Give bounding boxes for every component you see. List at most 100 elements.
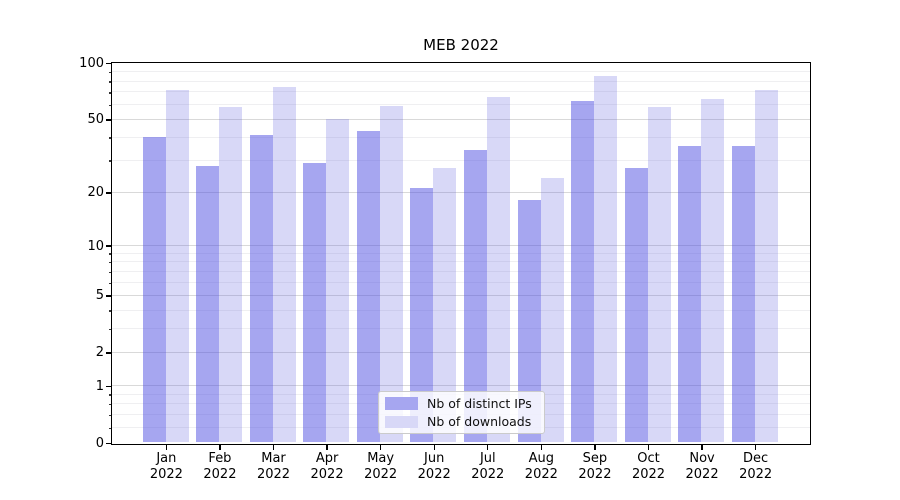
bar-distinct-ips-apr xyxy=(303,162,327,443)
x-tick-label-month: Aug xyxy=(528,451,555,466)
y-tick-label: 5 xyxy=(95,288,104,304)
y-tick-minor xyxy=(108,271,111,274)
x-tick-label-year: 2022 xyxy=(578,466,612,482)
legend-label-distinct-ips: Nb of distinct IPs xyxy=(427,395,532,411)
gridline-major xyxy=(112,191,810,193)
y-tick-major xyxy=(105,63,111,65)
bar-distinct-ips-sep xyxy=(571,100,595,443)
y-tick-minor xyxy=(108,81,111,83)
gridline-minor xyxy=(112,252,810,254)
chart-title: MEB 2022 xyxy=(423,36,499,54)
x-tick-label-mar: Mar 2022 xyxy=(242,451,306,482)
bar-distinct-ips-aug xyxy=(517,200,541,443)
legend-entry-distinct-ips: Nb of distinct IPs xyxy=(385,394,538,413)
x-tick-label-year: 2022 xyxy=(471,466,505,482)
bar-distinct-ips-nov xyxy=(678,145,702,443)
bar-downloads-feb xyxy=(219,107,243,443)
gridline-minor xyxy=(112,270,810,272)
x-tick xyxy=(272,445,275,450)
x-tick xyxy=(540,445,543,450)
gridline-major xyxy=(112,244,810,246)
x-tick-label-dec: Dec 2022 xyxy=(724,451,788,482)
x-tick xyxy=(379,445,382,450)
x-tick-label-month: Jan xyxy=(156,451,177,466)
y-tick-label: 0 xyxy=(95,435,104,451)
gridline-minor xyxy=(112,136,810,138)
x-tick-label-year: 2022 xyxy=(203,466,237,482)
bar-downloads-dec xyxy=(754,89,778,443)
legend-swatch-downloads xyxy=(385,415,418,428)
bar-distinct-ips-mar xyxy=(249,135,273,443)
bar-distinct-ips-may xyxy=(356,131,380,443)
y-tick-minor xyxy=(108,427,111,430)
y-tick-minor xyxy=(108,160,111,162)
x-tick-label-year: 2022 xyxy=(364,466,398,482)
bar-distinct-ips-oct xyxy=(624,168,648,443)
y-tick-minor xyxy=(108,92,111,94)
y-tick-major xyxy=(105,352,111,354)
x-tick-label-month: Feb xyxy=(208,451,232,466)
x-tick-label-jul: Jul 2022 xyxy=(456,451,520,482)
x-tick-label-apr: Apr 2022 xyxy=(295,451,359,482)
legend-swatch-distinct-ips xyxy=(385,397,418,410)
x-tick-label-month: Oct xyxy=(637,451,660,466)
x-tick-label-month: Dec xyxy=(743,451,769,466)
bar-distinct-ips-feb xyxy=(196,165,220,443)
y-tick-minor xyxy=(108,328,111,331)
y-tick-minor xyxy=(108,137,111,139)
x-tick xyxy=(754,445,757,450)
gridline-minor xyxy=(112,80,810,82)
x-tick-label-jun: Jun 2022 xyxy=(402,451,466,482)
bar-downloads-oct xyxy=(647,107,671,443)
x-tick-label-sep: Sep 2022 xyxy=(563,451,627,482)
x-tick xyxy=(433,445,435,450)
x-tick xyxy=(326,445,328,450)
y-tick-minor xyxy=(108,404,111,406)
gridline-minor xyxy=(112,91,810,93)
x-tick xyxy=(594,445,596,450)
bar-distinct-ips-jun xyxy=(410,188,434,443)
y-tick-label: 10 xyxy=(87,238,104,254)
legend: Nb of distinct IPs Nb of downloads xyxy=(378,391,545,434)
bar-distinct-ips-jan xyxy=(142,137,166,443)
x-tick-label-month: Jul xyxy=(479,451,496,466)
x-tick-label-month: Apr xyxy=(315,451,339,466)
y-tick-label: 2 xyxy=(95,345,104,361)
bar-downloads-jun xyxy=(433,168,457,443)
y-tick-major xyxy=(105,385,111,387)
bar-downloads-apr xyxy=(326,119,350,443)
gridline-minor xyxy=(112,103,810,105)
x-tick-label-aug: Aug 2022 xyxy=(509,451,573,482)
y-tick-minor xyxy=(108,262,111,264)
x-tick xyxy=(701,445,703,450)
x-tick-label-year: 2022 xyxy=(631,466,666,482)
y-tick-label: 50 xyxy=(87,112,104,128)
plot-area: Nb of distinct IPs Nb of downloads xyxy=(111,62,811,445)
bar-downloads-may xyxy=(379,105,403,443)
x-tick-label-month: Nov xyxy=(689,451,715,466)
y-tick-minor xyxy=(108,310,111,312)
bar-downloads-nov xyxy=(701,99,725,443)
y-tick-minor xyxy=(108,253,111,255)
x-tick-label-month: Sep xyxy=(582,451,608,466)
bar-distinct-ips-dec xyxy=(731,145,755,443)
y-tick-major xyxy=(105,442,111,444)
bar-downloads-mar xyxy=(272,87,296,443)
y-tick-minor xyxy=(108,282,111,285)
x-tick-label-feb: Feb 2022 xyxy=(188,451,252,482)
x-tick-label-jan: Jan 2022 xyxy=(134,451,198,482)
bar-distinct-ips-jul xyxy=(463,150,487,443)
bar-downloads-jul xyxy=(486,96,510,443)
y-tick-label: 1 xyxy=(95,378,104,394)
x-tick-label-month: May xyxy=(367,451,395,466)
x-tick-label-year: 2022 xyxy=(685,466,719,482)
x-tick-label-month: Mar xyxy=(261,451,286,466)
gridline-major xyxy=(112,294,810,296)
bar-downloads-jan xyxy=(165,89,189,443)
gridline-major xyxy=(112,118,810,120)
gridline-minor xyxy=(112,261,810,263)
x-tick-label-year: 2022 xyxy=(524,466,558,482)
y-tick-minor xyxy=(108,71,111,74)
gridline-minor xyxy=(112,71,810,73)
x-tick-label-year: 2022 xyxy=(310,466,344,482)
